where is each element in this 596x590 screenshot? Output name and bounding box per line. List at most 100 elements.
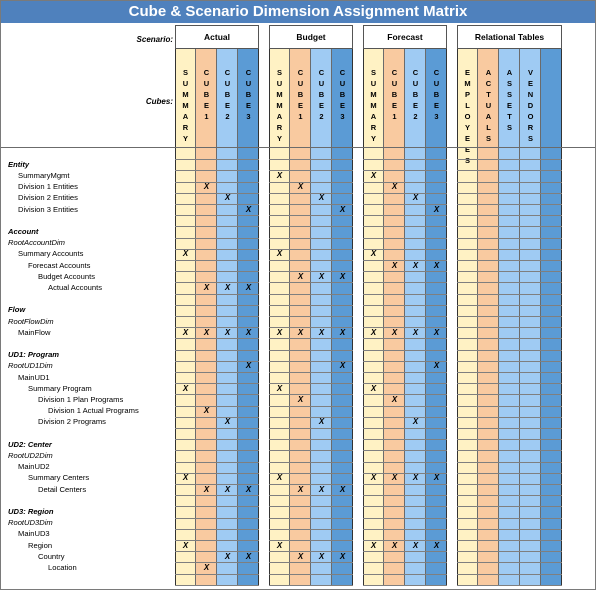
row-label: RootUD2Dim xyxy=(8,450,53,460)
x-mark: X xyxy=(182,249,189,259)
row-label: UD2: Center xyxy=(8,439,52,449)
x-mark: X xyxy=(412,193,419,203)
row-label: RootAccountDim xyxy=(8,238,65,248)
row-line xyxy=(363,170,447,172)
column-label: S U M M A R Y xyxy=(370,68,377,143)
row-line xyxy=(269,584,353,586)
column-label: E M P L O Y E E S xyxy=(464,68,471,165)
row-line xyxy=(269,562,353,564)
x-mark: X xyxy=(297,182,304,192)
row-label: Account xyxy=(8,226,39,236)
x-mark: X xyxy=(412,260,419,270)
column-label: C U B E 2 xyxy=(412,68,419,121)
row-line xyxy=(363,293,447,295)
row-label: Division 1 Entities xyxy=(18,182,78,192)
row-label: MainUD2 xyxy=(18,462,50,472)
row-line xyxy=(457,439,562,441)
row-line xyxy=(269,372,353,373)
row-line xyxy=(457,226,562,228)
column-label: C U B E 1 xyxy=(391,68,398,121)
row-line xyxy=(175,551,259,553)
row-line xyxy=(457,584,562,586)
row-line xyxy=(269,405,353,407)
row-line xyxy=(363,237,447,239)
x-mark: X xyxy=(224,484,231,494)
cubes-label: Cubes: xyxy=(145,97,173,106)
row-line xyxy=(269,170,353,172)
x-mark: X xyxy=(203,327,210,337)
row-line xyxy=(269,517,353,519)
x-mark: X xyxy=(318,327,325,337)
row-line xyxy=(175,439,259,441)
row-line xyxy=(175,181,259,183)
row-line xyxy=(363,360,447,362)
row-line xyxy=(269,271,353,273)
row-line xyxy=(175,428,259,429)
x-mark: X xyxy=(297,551,304,561)
row-line xyxy=(175,204,259,205)
x-mark: X xyxy=(245,551,252,561)
row-line xyxy=(363,573,447,575)
row-line xyxy=(175,405,259,407)
x-mark: X xyxy=(245,282,252,292)
row-line xyxy=(363,562,447,564)
row-line xyxy=(363,181,447,183)
row-line xyxy=(457,349,562,351)
row-line xyxy=(269,428,353,429)
row-line xyxy=(363,584,447,586)
row-line xyxy=(363,551,447,553)
row-line xyxy=(457,338,562,340)
x-mark: X xyxy=(433,540,440,550)
row-line xyxy=(269,192,353,194)
row-line xyxy=(457,528,562,530)
x-mark: X xyxy=(433,204,440,214)
column-label: C U B E 3 xyxy=(433,68,440,121)
x-mark: X xyxy=(245,327,252,337)
row-label: RootUD3Dim xyxy=(8,518,53,528)
row-line xyxy=(457,360,562,362)
x-mark: X xyxy=(391,394,398,404)
row-line xyxy=(457,293,562,295)
x-mark: X xyxy=(433,361,440,371)
row-line xyxy=(269,159,353,161)
row-label: UD1: Program xyxy=(8,350,60,360)
row-line xyxy=(457,405,562,407)
x-mark: X xyxy=(318,193,325,203)
x-mark: X xyxy=(245,204,252,214)
x-mark: X xyxy=(297,394,304,404)
group-header-3: Relational Tables xyxy=(457,25,562,49)
row-line xyxy=(175,484,259,485)
row-line xyxy=(175,293,259,295)
row-line xyxy=(269,506,353,508)
row-line xyxy=(457,260,562,261)
x-mark: X xyxy=(370,327,377,337)
row-line xyxy=(363,327,447,329)
row-line xyxy=(457,551,562,553)
row-line xyxy=(363,439,447,441)
row-label: Forecast Accounts xyxy=(28,260,91,270)
x-mark: X xyxy=(433,473,440,483)
row-line xyxy=(363,226,447,228)
row-line xyxy=(363,192,447,194)
x-mark: X xyxy=(245,484,252,494)
row-label: Summary Accounts xyxy=(18,249,84,259)
row-line xyxy=(269,338,353,340)
row-line xyxy=(457,170,562,172)
column-label: A S S E T S xyxy=(506,68,513,132)
row-line xyxy=(457,461,562,463)
row-line xyxy=(175,450,259,452)
page-title: Cube & Scenario Dimension Assignment Mat… xyxy=(1,1,595,23)
row-label: MainUD1 xyxy=(18,372,50,382)
row-line xyxy=(457,159,562,161)
row-label: RootUD1Dim xyxy=(8,361,53,371)
row-line xyxy=(363,461,447,463)
column-label: V E N D O R S xyxy=(527,68,534,143)
row-line xyxy=(363,349,447,351)
row-line xyxy=(269,439,353,441)
x-mark: X xyxy=(182,383,189,393)
row-label: MainFlow xyxy=(18,327,51,337)
row-line xyxy=(457,517,562,519)
row-line xyxy=(457,394,562,396)
x-mark: X xyxy=(391,327,398,337)
